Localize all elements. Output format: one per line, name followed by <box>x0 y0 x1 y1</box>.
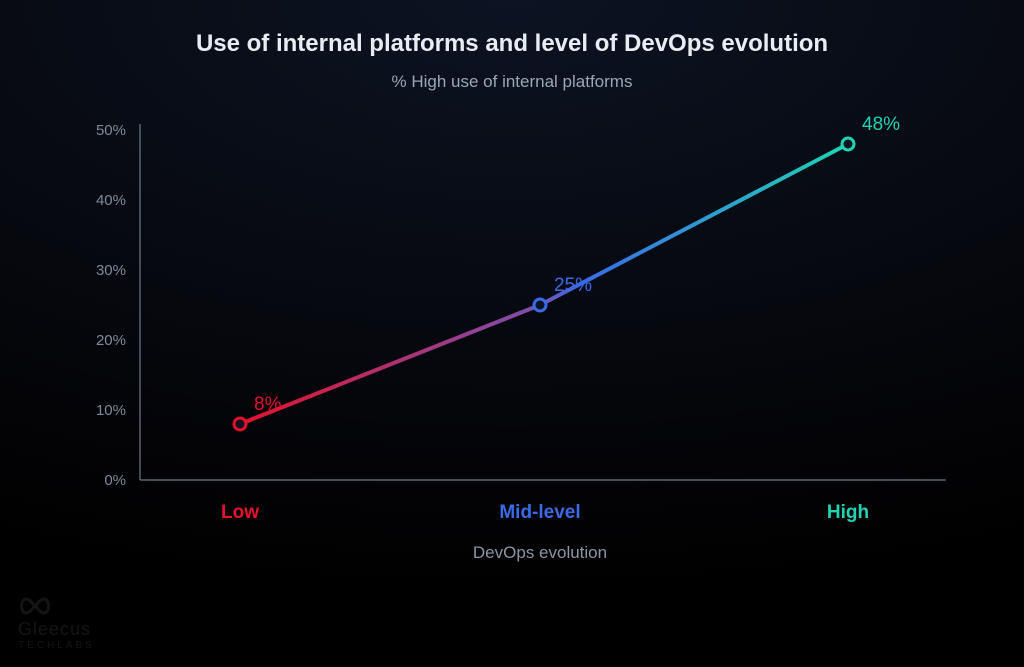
data-point-marker <box>842 138 854 150</box>
y-tick-label: 50% <box>96 122 126 139</box>
line-chart: 0% 10% 20% 30% 40% 50% 8% 25% 48% Low Mid-level Hig… <box>0 0 1024 667</box>
data-point-label: 48% <box>862 114 900 135</box>
brand-name: Gleecus <box>18 619 95 640</box>
x-category-label: Low <box>221 502 259 523</box>
brand-tagline: TECHLABS <box>18 640 95 651</box>
x-category-label: High <box>827 502 869 523</box>
y-tick-label: 0% <box>104 472 126 489</box>
data-point-marker <box>534 299 546 311</box>
y-tick-label: 30% <box>96 262 126 279</box>
y-tick-label: 40% <box>96 192 126 209</box>
x-category-label: Mid-level <box>499 502 580 523</box>
y-tick-label: 10% <box>96 402 126 419</box>
trend-line <box>240 144 848 424</box>
data-point-label: 8% <box>254 394 282 415</box>
brand-watermark: Gleecus TECHLABS <box>18 595 95 651</box>
y-tick-label: 20% <box>96 332 126 349</box>
data-point-marker <box>234 418 246 430</box>
infinity-icon <box>18 595 52 617</box>
x-axis-title: DevOps evolution <box>473 543 607 562</box>
data-point-label: 25% <box>554 275 592 296</box>
